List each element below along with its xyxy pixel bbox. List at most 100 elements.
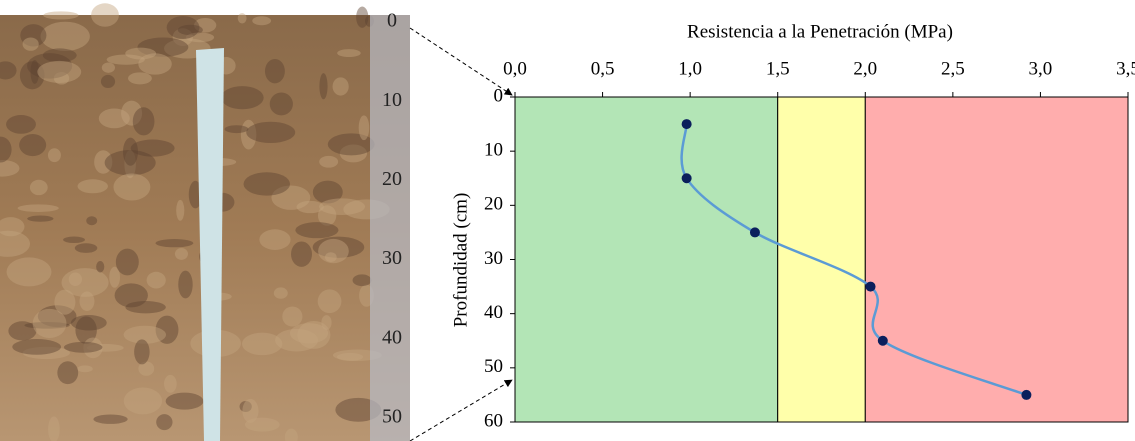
- soil-texture: [147, 272, 166, 289]
- soil-texture: [156, 414, 172, 430]
- soil-texture: [270, 93, 293, 116]
- data-point: [750, 227, 760, 237]
- soil-texture: [41, 22, 90, 51]
- soil-texture: [102, 63, 115, 73]
- x-tick-label: 2,5: [941, 58, 965, 79]
- soil-texture: [176, 200, 184, 221]
- soil-texture: [319, 73, 327, 99]
- soil-texture: [333, 77, 349, 95]
- soil-texture: [19, 134, 46, 156]
- data-point: [866, 282, 876, 292]
- soil-texture: [101, 75, 115, 88]
- soil-texture: [238, 13, 247, 23]
- soil-texture: [166, 393, 204, 410]
- photo-depth-label: 40: [382, 326, 402, 348]
- soil-texture: [295, 222, 338, 238]
- y-tick-label: 20: [484, 194, 503, 215]
- data-point: [682, 119, 692, 129]
- soil-texture: [115, 283, 148, 307]
- soil-texture: [133, 107, 155, 135]
- soil-texture: [359, 115, 370, 140]
- soil-texture: [274, 287, 288, 298]
- soil-texture: [353, 274, 372, 286]
- soil-texture: [282, 306, 302, 326]
- soil-texture: [78, 179, 108, 193]
- soil-texture: [64, 342, 102, 353]
- soil-texture: [12, 339, 61, 355]
- photo-depth-label: 10: [382, 89, 402, 111]
- x-tick-label: 1,5: [766, 58, 790, 79]
- soil-texture: [265, 59, 285, 83]
- soil-texture: [319, 156, 338, 168]
- soil-texture: [54, 290, 75, 315]
- x-tick-label: 0,0: [503, 58, 527, 79]
- soil-texture: [124, 388, 162, 415]
- soil-texture: [128, 72, 152, 84]
- figure: Resistencia a la Penetración (MPa) Profu…: [0, 0, 1135, 441]
- x-tick-label: 0,5: [591, 58, 615, 79]
- photo-depth-label: 20: [382, 168, 402, 190]
- x-tick-label: 2,0: [853, 58, 877, 79]
- soil-texture: [244, 172, 290, 195]
- soil-texture: [246, 122, 295, 143]
- soil-texture: [275, 329, 318, 352]
- soil-texture: [356, 7, 368, 28]
- soil-texture: [134, 339, 149, 364]
- data-point: [682, 173, 692, 183]
- soil-texture: [138, 53, 171, 74]
- soil-photo: [0, 3, 410, 441]
- soil-texture: [252, 16, 271, 25]
- soil-texture: [337, 49, 361, 57]
- soil-texture: [113, 174, 150, 201]
- soil-texture: [6, 115, 36, 134]
- soil-texture: [318, 289, 342, 313]
- soil-texture: [30, 180, 48, 195]
- data-point: [878, 336, 888, 346]
- soil-texture: [69, 272, 82, 285]
- soil-texture: [63, 237, 85, 244]
- soil-texture: [7, 257, 52, 286]
- soil-texture: [43, 11, 78, 19]
- zone: [778, 97, 866, 422]
- y-tick-label: 0: [494, 85, 504, 106]
- data-point: [1021, 390, 1031, 400]
- soil-texture: [37, 61, 81, 83]
- soil-texture: [156, 239, 194, 247]
- soil-texture: [48, 416, 60, 441]
- chart-title: Resistencia a la Penetración (MPa): [687, 21, 953, 42]
- x-tick-label: 3,0: [1029, 58, 1053, 79]
- y-tick-label: 40: [484, 302, 503, 323]
- soil-texture: [242, 399, 258, 423]
- photo-depth-label: 50: [382, 406, 402, 428]
- soil-texture: [178, 271, 192, 299]
- soil-texture: [167, 16, 200, 39]
- y-tick-label: 60: [484, 410, 503, 431]
- y-tick-label: 30: [484, 248, 503, 269]
- soil-texture: [18, 204, 59, 212]
- soil-texture: [291, 241, 312, 266]
- zone: [515, 97, 778, 422]
- soil-texture: [57, 361, 78, 384]
- y-tick-label: 50: [484, 356, 503, 377]
- soil-texture: [99, 109, 130, 129]
- soil-texture: [48, 148, 61, 162]
- soil-texture: [319, 198, 365, 215]
- x-tick-label: 3,5: [1116, 58, 1135, 79]
- soil-texture: [318, 239, 349, 263]
- soil-texture: [23, 37, 39, 50]
- photo-depth-label: 0: [387, 10, 397, 32]
- soil-texture: [27, 216, 53, 222]
- soil-texture: [86, 216, 97, 225]
- soil-texture: [91, 3, 119, 26]
- soil-texture: [164, 375, 177, 393]
- zone: [865, 97, 1128, 422]
- soil-texture: [71, 315, 107, 331]
- soil-texture: [75, 243, 98, 253]
- y-axis-label: Profundidad (cm): [450, 193, 471, 328]
- soil-texture: [221, 86, 264, 109]
- soil-texture: [242, 333, 282, 356]
- soil-texture: [131, 140, 175, 157]
- soil-texture: [93, 414, 127, 423]
- soil-texture: [116, 249, 139, 276]
- photo-depth-label: 30: [382, 247, 402, 269]
